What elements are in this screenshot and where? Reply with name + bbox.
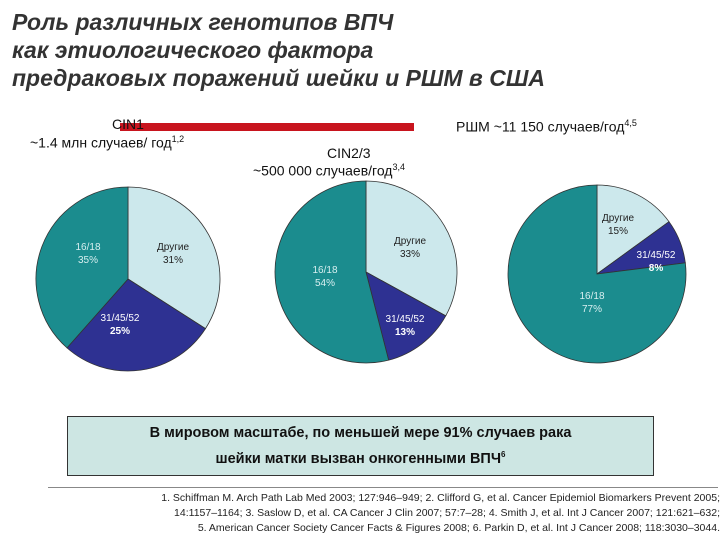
slice-value-3-1: 77% [582,304,602,315]
pie-slice-2-2 [365,271,447,361]
title-line-2: как этиологического фактора [12,37,374,63]
pie-slice-2-3 [365,180,458,317]
references-divider [48,487,718,488]
slice-value-2-3: 33% [400,249,420,260]
pie-slice-3-1 [507,184,687,364]
slice-value-1-2: 25% [110,326,130,337]
pie-slice-1-1 [35,186,129,349]
cancer-cases: РШМ ~11 150 случаев/год4,5 [456,118,637,135]
slide-title: Роль различных генотипов ВПЧ как этиолог… [12,8,712,92]
slice-value-1-1: 35% [78,255,98,266]
highlight-line-2-text: шейки матки вызван онкогенными ВПЧ [215,450,502,467]
pie-slice-2-1 [274,180,390,364]
cin1-cases-text: ~1.4 млн случаев/ год [30,134,172,151]
references: 1. Schiffman M. Arch Path Lab Med 2003; … [115,491,720,536]
highlight-box: В мировом масштабе, по меньшей мере 91% … [67,416,654,476]
slice-label-3-3: Другие [602,213,634,224]
red-divider-bar [120,123,414,131]
slice-label-3-1: 16/18 [579,291,604,302]
title-line-3: предраковых поражений шейки и РШМ в США [12,65,545,91]
reference-line-1: 1. Schiffman M. Arch Path Lab Med 2003; … [161,492,720,504]
slice-label-2-3: Другие [394,236,426,247]
slice-value-2-2: 13% [395,327,415,338]
pie-slice-3-3 [596,184,670,275]
highlight-line-2: шейки матки вызван онкогенными ВПЧ6 [216,444,506,470]
title-line-1: Роль различных генотипов ВПЧ [12,9,394,35]
cin23-cases-text: ~500 000 случаев/год [253,162,393,179]
slice-label-3-2: 31/45/52 [637,250,676,261]
cancer-cases-text: РШМ ~11 150 случаев/год [456,118,625,135]
cin1-ref: 1,2 [171,134,185,144]
slice-label-1-2: 31/45/52 [101,313,140,324]
slice-label-2-1: 16/18 [312,265,337,276]
reference-line-3: 5. American Cancer Society Cancer Facts … [197,522,720,534]
pie-slice-1-3 [127,186,221,330]
pie-charts: 16/18 35% 31/45/52 25% Другие 31% 16/18 54% 31/4… [35,180,687,372]
cin1-label: CIN1 [112,116,144,132]
slice-value-3-3: 15% [608,226,628,237]
reference-line-2: 14:1157–1164; 3. Saslow D, et al. CA Can… [174,507,720,519]
slice-label-1-1: 16/18 [75,242,100,253]
cin23-cases: ~500 000 случаев/год3,4 [253,162,405,179]
highlight-line-1: В мировом масштабе, по меньшей мере 91% … [149,424,572,441]
pie-slice-1-2 [66,278,207,372]
slice-value-2-1: 54% [315,278,335,289]
highlight-ref: 6 [501,449,506,459]
cancer-ref: 4,5 [624,118,637,128]
slice-value-3-2: 8% [649,263,664,274]
cin23-ref: 3,4 [392,162,405,172]
slice-value-1-3: 31% [163,255,183,266]
cin23-label: CIN2/3 [327,145,371,161]
slice-label-1-3: Другие [157,242,189,253]
slice-label-2-2: 31/45/52 [386,314,425,325]
cin1-cases: ~1.4 млн случаев/ год1,2 [30,134,184,151]
